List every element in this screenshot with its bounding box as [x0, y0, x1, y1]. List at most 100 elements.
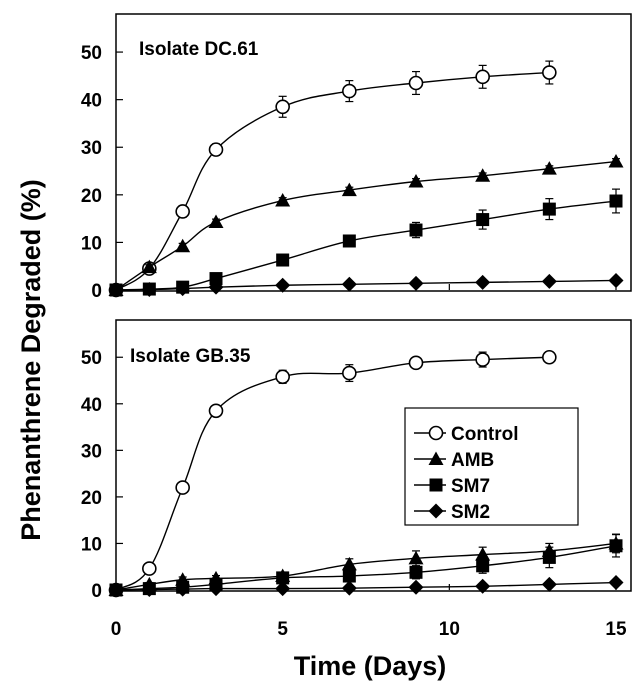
top-sm2-point: [208, 279, 224, 295]
bottom-sm7-point: [409, 565, 423, 579]
bottom-amb-point: [475, 547, 491, 561]
top-series-control: [108, 60, 557, 298]
top-sm7-point: [542, 202, 556, 216]
bottom-control-point: [408, 355, 424, 371]
bottom-y-tick-label: 20: [81, 488, 102, 509]
panel-bottom: Isolate GB.35 0 10 20 30 40 50 0 5 10 15 Control…: [81, 319, 632, 640]
x-tick-label: 10: [439, 619, 460, 640]
bottom-control-point: [208, 403, 224, 419]
bottom-sm7-point: [609, 539, 623, 553]
top-control-point: [408, 75, 424, 91]
x-ticks: 0 5 10 15: [111, 619, 627, 640]
top-sm2-point: [175, 281, 191, 297]
top-sm7-point: [209, 272, 223, 286]
top-control-point: [175, 204, 190, 219]
bottom-control-point: [275, 369, 290, 385]
bottom-sm2-point: [175, 581, 191, 597]
x-tick-label: 0: [111, 619, 122, 640]
top-amb-point: [541, 161, 557, 175]
top-sm2-point: [341, 276, 357, 292]
legend-label: SM7: [451, 476, 490, 497]
top-amb-point: [208, 214, 224, 228]
top-sm2-point: [108, 282, 124, 298]
top-amb-point: [475, 168, 491, 182]
panel-top-frame: [115, 13, 632, 292]
bottom-sm2-point: [408, 579, 424, 595]
top-y-tick-label: 40: [81, 91, 102, 112]
top-series-sm2: [108, 272, 624, 298]
bottom-sm2-point: [208, 581, 224, 597]
legend-marker: [429, 478, 443, 492]
bottom-sm2-line: [115, 581, 617, 591]
bottom-control-point: [142, 561, 157, 576]
panel-bottom-frame: [115, 319, 632, 592]
legend-marker: [428, 425, 444, 441]
top-control-point: [208, 142, 224, 157]
panel-top: Isolate DC.61 0 10 20 30 40 50: [81, 13, 632, 302]
legend-label: SM2: [451, 502, 490, 523]
bottom-control-point: [542, 349, 557, 365]
top-amb-line: [115, 160, 617, 291]
bottom-y-tick-label: 50: [81, 348, 102, 369]
top-y-tick-label: 50: [81, 43, 102, 64]
legend-marker: [428, 451, 444, 465]
bottom-control-point: [175, 480, 190, 495]
bottom-sm2-point: [541, 576, 557, 592]
top-control-point: [542, 65, 557, 80]
x-tick-label: 5: [277, 619, 288, 640]
bottom-sm7-line: [115, 545, 617, 591]
bottom-sm2-point: [475, 578, 491, 594]
legend-marker: [428, 503, 444, 519]
top-control-point: [475, 69, 490, 85]
legend-item-amb: AMB: [414, 450, 494, 471]
top-sm7-point: [609, 194, 623, 208]
legend-items: Control AMB SM7 SM2: [414, 424, 519, 523]
x-tick-label: 15: [605, 619, 627, 640]
bottom-amb-point: [341, 556, 357, 571]
top-amb-point: [141, 259, 157, 274]
top-sm2-point: [475, 274, 491, 290]
top-y-tick-label: 10: [81, 233, 102, 254]
panel-top-plot-area: [108, 60, 624, 298]
top-amb-point: [341, 182, 357, 197]
bottom-sm7-point: [542, 550, 556, 564]
top-sm7-point: [409, 223, 423, 237]
top-sm7-point: [476, 213, 490, 227]
top-series-amb: [108, 154, 624, 296]
bottom-sm7-point: [276, 571, 290, 585]
bottom-y-tick-label: 10: [81, 534, 102, 555]
panel-bottom-plot-area: [108, 349, 624, 598]
top-control-point: [275, 99, 290, 115]
top-sm2-point: [408, 275, 424, 291]
bottom-control-point: [342, 365, 357, 381]
y-axis-title: Phenanthrene Degraded (%): [16, 179, 46, 541]
legend-item-sm2: SM2: [414, 502, 490, 523]
bottom-sm2-point: [275, 581, 291, 597]
x-axis-title: Time (Days): [294, 651, 447, 681]
top-amb-point: [275, 193, 291, 207]
legend-label: AMB: [451, 450, 494, 471]
top-sm2-point: [275, 277, 291, 293]
bottom-series-sm2: [108, 575, 624, 598]
legend-label: Control: [451, 424, 519, 445]
top-y-tick-label: 20: [81, 186, 102, 207]
bottom-sm7-point: [476, 559, 490, 573]
bottom-sm2-point: [341, 580, 357, 596]
legend-item-sm7: SM7: [414, 476, 490, 497]
bottom-control-point: [475, 352, 490, 367]
top-amb-point: [175, 238, 191, 253]
bottom-sm2-point: [141, 582, 157, 598]
panel-top-title: Isolate DC.61: [139, 39, 259, 60]
top-amb-point: [408, 174, 424, 188]
bottom-y-tick-label: 30: [81, 441, 102, 462]
bottom-sm2-point: [108, 582, 124, 598]
panel-bottom-title: Isolate GB.35: [130, 346, 251, 367]
top-control-point: [342, 83, 357, 99]
bottom-y-tick-label: 0: [91, 581, 102, 602]
bottom-sm2-point: [608, 575, 624, 591]
top-sm7-point: [276, 253, 290, 267]
bottom-sm7-point: [342, 569, 356, 583]
legend: Control AMB SM7 SM2: [404, 407, 579, 526]
bottom-amb-line: [115, 542, 617, 591]
top-amb-point: [608, 154, 624, 168]
